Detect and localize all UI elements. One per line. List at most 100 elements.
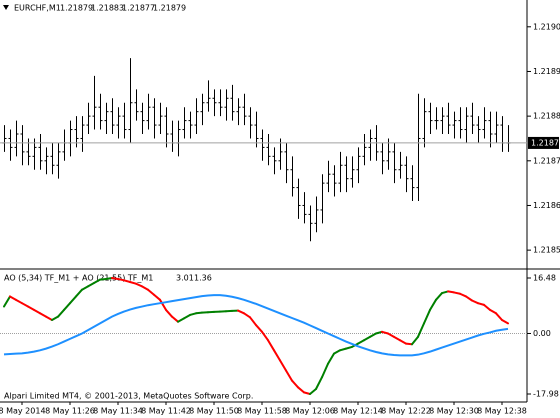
indicator-segment	[111, 277, 119, 280]
x-tick-label: 8 May 12:22	[381, 407, 431, 416]
indicator-value: 3.01	[176, 274, 194, 283]
indicator-segment	[297, 386, 305, 394]
indicator-segment	[105, 277, 113, 280]
indicator-segment	[495, 312, 503, 322]
indicator-segment	[471, 299, 479, 305]
indicator-segment	[327, 352, 335, 365]
indicator-segment	[147, 288, 155, 296]
indicator-value: 1.36	[194, 274, 212, 283]
indicator-segment	[465, 295, 473, 302]
y-tick-label: 1.21905	[533, 22, 560, 31]
x-tick-label: 8 May 12:06	[285, 407, 335, 416]
indicator-segment	[249, 316, 257, 327]
indicator-segment	[189, 312, 197, 316]
indicator-segment	[177, 317, 185, 323]
symbol-title: EURCHF,M1	[14, 4, 61, 13]
indicator-segment	[243, 312, 251, 319]
y-tick-label: 1.21875	[533, 156, 560, 165]
indicator-segment	[69, 295, 77, 305]
indicator-segment	[135, 282, 143, 288]
indicator-segment	[15, 298, 23, 305]
indicator-segment	[285, 369, 293, 382]
indicator-segment	[57, 308, 65, 318]
indicator-segment	[315, 376, 323, 391]
indicator-segment	[99, 277, 107, 281]
x-tick-label: 8 May 2014	[0, 407, 46, 416]
indicator-segment	[501, 319, 509, 325]
indicator-segment	[195, 311, 203, 315]
y-tick-label: -17.98	[533, 389, 559, 398]
indicator-segment	[399, 339, 407, 345]
low-value: 1.21877	[122, 4, 155, 13]
indicator-segment	[411, 335, 419, 346]
indicator-segment	[435, 292, 443, 301]
indicator-segment	[123, 279, 131, 283]
indicator-segment	[75, 288, 83, 298]
y-tick-label: 1.21865	[533, 201, 560, 210]
indicator-segment	[369, 332, 377, 338]
high-value: 1.21883	[91, 4, 124, 13]
collapse-icon[interactable]	[3, 5, 9, 10]
indicator-segment	[9, 295, 17, 301]
close-value: 1.21879	[153, 4, 186, 13]
indicator-segment	[387, 332, 395, 338]
indicator-segment	[417, 322, 425, 338]
x-tick-label: 8 May 11:58	[237, 407, 287, 416]
indicator-segment	[153, 293, 161, 301]
indicator-segment	[393, 335, 401, 342]
indicator-segment	[453, 291, 461, 295]
indicator-segment	[63, 302, 71, 311]
indicator-segment	[441, 290, 449, 295]
indicator-segment	[333, 349, 341, 355]
indicator-segment	[489, 308, 497, 315]
x-tick-label: 8 May 12:14	[333, 407, 383, 416]
x-tick-label: 8 May 11:34	[93, 407, 143, 416]
y-tick-label: 16.48	[533, 274, 556, 283]
indicator-segment	[477, 302, 485, 306]
y-tick-label: 1.21855	[533, 246, 560, 255]
indicator-title: AO (5,34) TF_M1 + AO (21,55) TF_M1	[4, 274, 153, 283]
indicator-segment	[165, 308, 173, 318]
indicator-segment	[459, 292, 467, 298]
x-tick-label: 8 May 12:30	[429, 407, 479, 416]
copyright: Alpari Limited MT4, © 2001-2013, MetaQuo…	[4, 392, 253, 401]
indicator-segment	[159, 298, 167, 311]
indicator-segment	[81, 285, 89, 291]
indicator-segment	[87, 281, 95, 288]
indicator-segment	[141, 285, 149, 291]
indicator-segment	[237, 309, 245, 315]
indicator-segment	[39, 312, 47, 318]
indicator-line	[3, 294, 509, 357]
indicator-segment	[117, 277, 125, 282]
indicator-segment	[363, 335, 371, 342]
indicator-segment	[3, 295, 11, 308]
indicator-segment	[267, 339, 275, 352]
indicator-segment	[33, 308, 41, 315]
indicator-segment	[279, 359, 287, 372]
indicator-segment	[381, 330, 389, 335]
indicator-segment	[21, 302, 29, 308]
x-tick-label: 8 May 11:50	[189, 407, 239, 416]
indicator-segment	[321, 362, 329, 379]
indicator-segment	[45, 315, 53, 322]
indicator-segment	[375, 330, 383, 335]
current-price-box	[528, 136, 559, 149]
indicator-segment	[483, 303, 491, 311]
indicator-segment	[339, 347, 347, 352]
indicator-segment	[51, 315, 59, 322]
indicator-segment	[303, 391, 311, 395]
y-tick-label: 1.21885	[533, 112, 560, 121]
indicator-segment	[255, 324, 263, 333]
indicator-segment	[405, 342, 413, 346]
indicator-segment	[309, 388, 317, 395]
x-tick-label: 8 May 11:42	[141, 407, 191, 416]
indicator-segment	[171, 315, 179, 323]
x-tick-label: 8 May 11:26	[45, 407, 95, 416]
open-value: 1.21879	[60, 4, 93, 13]
indicator-segment	[93, 278, 101, 284]
indicator-segment	[429, 298, 437, 311]
indicator-segment	[291, 379, 299, 389]
x-tick-label: 8 May 12:38	[477, 407, 527, 416]
